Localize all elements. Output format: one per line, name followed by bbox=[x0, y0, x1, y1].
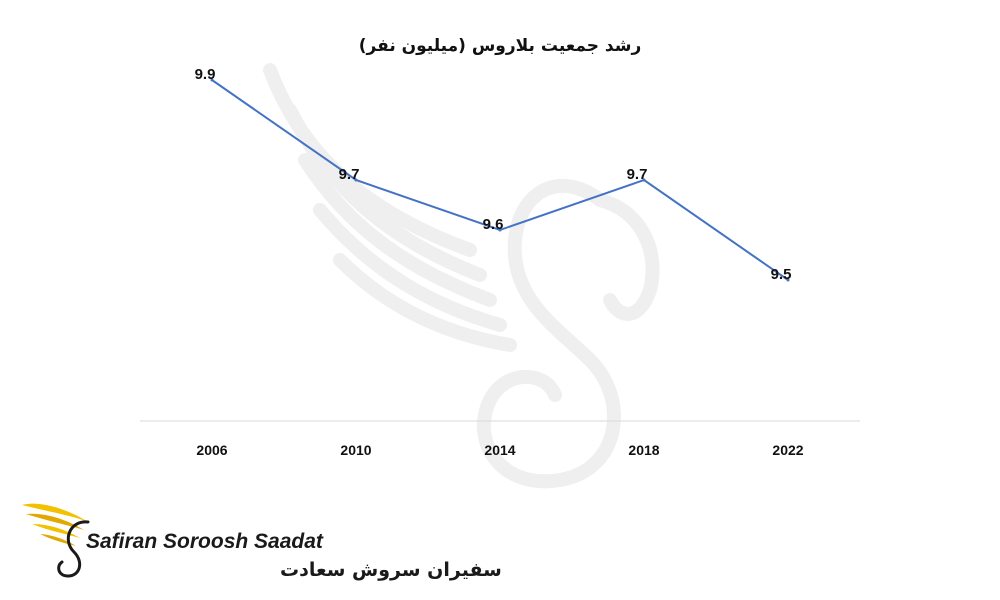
x-tick-label: 2010 bbox=[340, 442, 371, 458]
brand-logo: Safiran Soroosh Saadat سفیران سروش سعادت bbox=[22, 503, 502, 581]
chart-title: رشد جمعیت بلاروس (میلیون نفر) bbox=[359, 36, 642, 56]
plot-area bbox=[210, 78, 790, 282]
brand-name-fa: سفیران سروش سعادت bbox=[280, 559, 502, 581]
x-tick-label: 2022 bbox=[772, 442, 803, 458]
brand-name-en: Safiran Soroosh Saadat bbox=[86, 530, 324, 553]
data-label: 9.7 bbox=[627, 166, 648, 183]
data-label: 9.6 bbox=[483, 216, 504, 233]
data-label: 9.5 bbox=[771, 266, 792, 283]
data-point bbox=[498, 228, 502, 232]
data-labels: 9.9 9.7 9.6 9.7 9.5 bbox=[195, 66, 792, 283]
data-point bbox=[642, 178, 646, 182]
x-tick-label: 2014 bbox=[484, 442, 515, 458]
data-label: 9.9 bbox=[195, 66, 216, 83]
series-line bbox=[211, 79, 789, 281]
data-point bbox=[786, 278, 790, 282]
data-label: 9.7 bbox=[339, 166, 360, 183]
data-point bbox=[210, 78, 214, 82]
x-tick-label: 2018 bbox=[628, 442, 659, 458]
data-point bbox=[354, 178, 358, 182]
x-tick-label: 2006 bbox=[196, 442, 227, 458]
x-axis-ticks: 2006 2010 2014 2018 2022 bbox=[196, 442, 803, 458]
bird-wing-watermark-icon bbox=[263, 63, 660, 489]
golden-wing-logo-icon bbox=[22, 503, 90, 578]
